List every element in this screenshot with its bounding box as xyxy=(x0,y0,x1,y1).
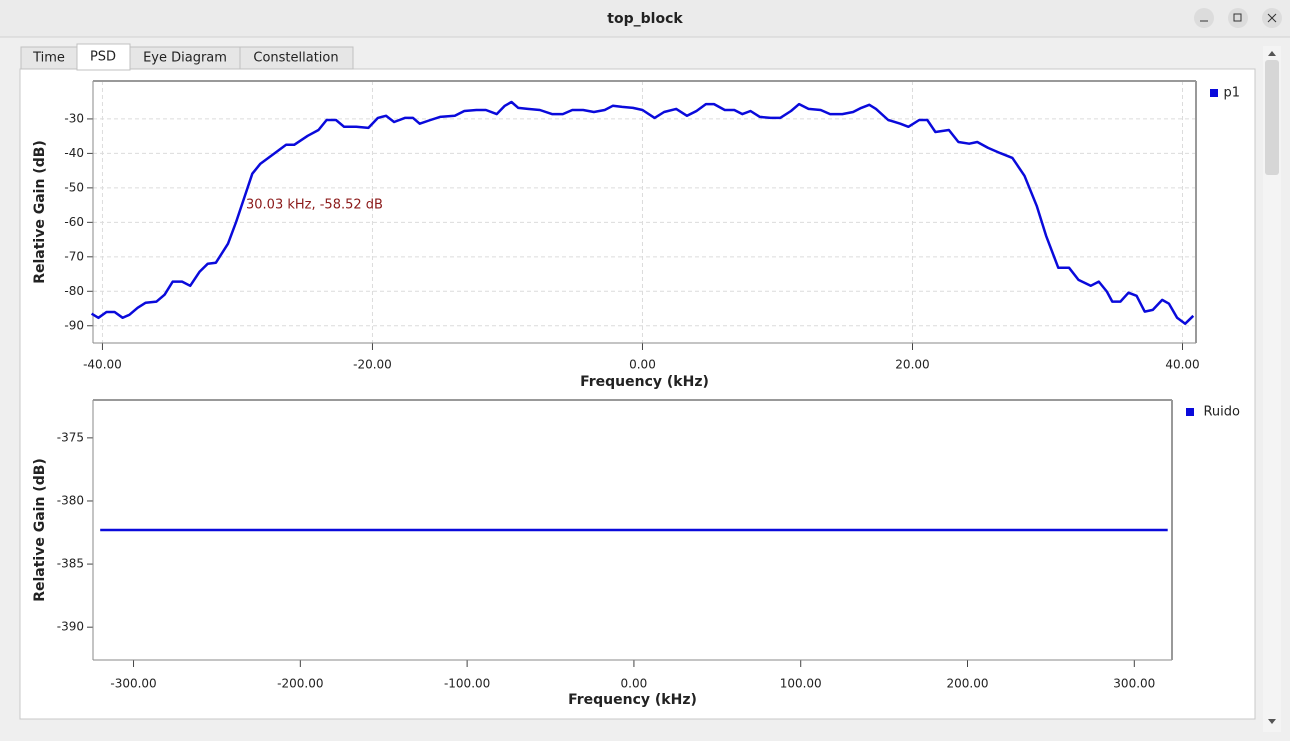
tab-active[interactable] xyxy=(76,43,131,71)
tab[interactable] xyxy=(239,46,354,70)
y-tick-label: -30 xyxy=(64,111,84,125)
tab-bar: Time PSD Eye Diagram Constellation xyxy=(20,43,354,71)
maximize-button[interactable] xyxy=(1228,8,1248,28)
minimize-button[interactable] xyxy=(1194,8,1214,28)
x-tick-label: -200.00 xyxy=(277,677,323,691)
legend-swatch xyxy=(1186,408,1194,416)
tab-label: Time xyxy=(32,51,65,66)
x-axis-title: Frequency (kHz) xyxy=(580,374,709,390)
y-tick-label: -60 xyxy=(64,215,84,229)
y-tick-label: -40 xyxy=(64,146,84,160)
x-axis-title: Frequency (kHz) xyxy=(568,692,697,708)
scrollbar[interactable] xyxy=(1263,46,1281,732)
x-tick-label: 200.00 xyxy=(947,677,989,691)
x-tick-label: -40.00 xyxy=(83,358,122,372)
title-bar xyxy=(0,0,1290,37)
y-tick-label: -390 xyxy=(57,620,84,634)
x-tick-label: 40.00 xyxy=(1165,358,1199,372)
series-line xyxy=(90,100,1195,325)
tab-label: PSD xyxy=(90,50,116,65)
y-tick-label: -50 xyxy=(64,180,84,194)
plot-area xyxy=(93,81,1196,343)
plot: -90 -80 -70 -60 -50 -40 -30 -40.00 -20.00 0.00 20.… xyxy=(32,80,1240,390)
close-icon xyxy=(1267,13,1277,23)
scroll-up[interactable] xyxy=(1268,51,1276,56)
x-tick-label: 300.00 xyxy=(1113,677,1155,691)
y-tick-label: -380 xyxy=(57,493,84,507)
scroll-thumb[interactable] xyxy=(1265,60,1279,175)
tab-label: Eye Diagram xyxy=(143,51,227,66)
window-controls xyxy=(1194,8,1282,28)
y-axis-title: Relative Gain (dB) xyxy=(32,140,48,284)
x-tick-label: -300.00 xyxy=(110,677,156,691)
y-tick-label: -375 xyxy=(57,430,84,444)
x-tick-label: -100.00 xyxy=(444,677,490,691)
x-tick-label: 20.00 xyxy=(895,358,929,372)
x-tick-label: 100.00 xyxy=(780,677,822,691)
legend-label: Ruido xyxy=(1203,405,1240,420)
plot: -390 -385 -380 -375 -300.00 -200.00 -100.00 0.0… xyxy=(32,399,1240,708)
y-tick-label: -80 xyxy=(64,284,84,298)
legend-swatch xyxy=(1210,89,1218,97)
x-tick-label: -20.00 xyxy=(353,358,392,372)
y-tick-label: -385 xyxy=(57,557,84,571)
scroll-track xyxy=(1263,46,1281,732)
y-tick-label: -90 xyxy=(64,318,84,332)
maximize-icon xyxy=(1233,13,1242,22)
scroll-down[interactable] xyxy=(1268,719,1276,724)
legend-label: p1 xyxy=(1223,86,1240,101)
x-tick-label: 0.00 xyxy=(629,358,656,372)
y-tick-label: -70 xyxy=(64,249,84,263)
y-axis-title: Relative Gain (dB) xyxy=(32,458,48,602)
x-tick-label: 0.00 xyxy=(621,677,648,691)
tab-label: Constellation xyxy=(253,51,338,66)
window-title: top_block xyxy=(607,11,683,27)
marker-annotation: 30.03 kHz, -58.52 dB xyxy=(246,198,383,213)
